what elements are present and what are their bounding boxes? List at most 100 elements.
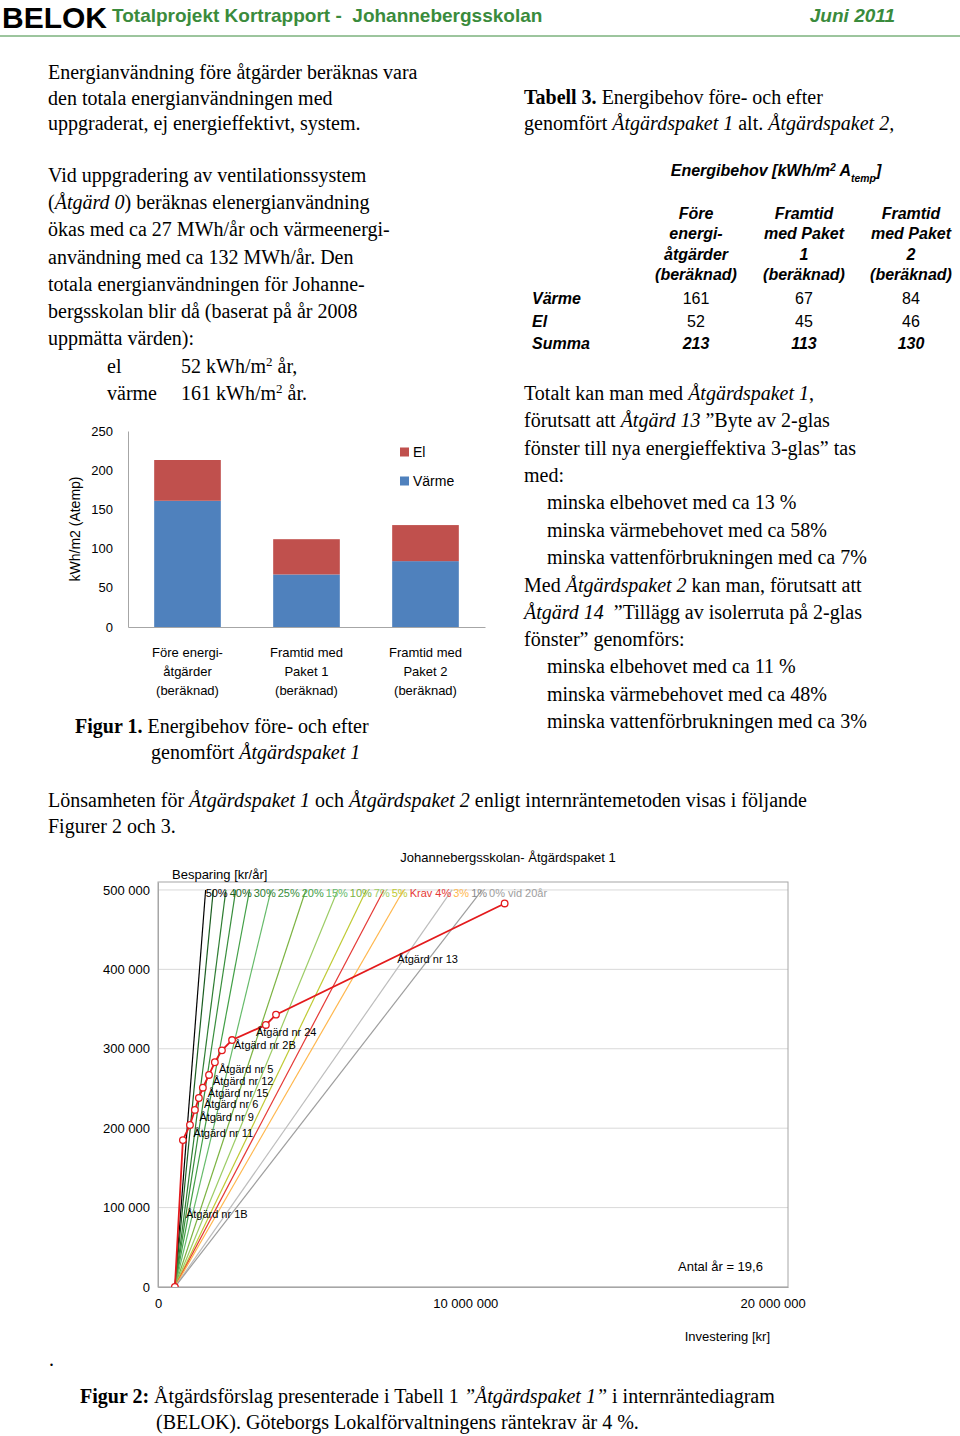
- text-run: Åtgärdspaket 1: [686, 382, 809, 405]
- text-run: Åtgärd 13: [619, 409, 701, 432]
- energy-label: el: [107, 355, 122, 377]
- legend-label: El: [413, 444, 425, 460]
- text-run: Tabell 3.: [524, 86, 597, 108]
- tick-label-line: (beräknad): [275, 683, 338, 698]
- tick-label: 0: [155, 1296, 162, 1311]
- tick: 300 000: [103, 1041, 158, 1056]
- table-column-header: Framtid: [882, 205, 942, 222]
- marker: [219, 1047, 226, 1054]
- tick: 100: [91, 541, 128, 556]
- rate-label: 7%: [374, 887, 390, 899]
- tick: 0: [106, 620, 128, 635]
- rate-label: 40%: [230, 887, 252, 899]
- paragraph-line: Totalt kan man med Åtgärdspaket 1,: [524, 382, 814, 405]
- tick-label: 500 000: [103, 883, 150, 898]
- tick-label: 0: [106, 620, 113, 635]
- text-run: bergsskolan blir då (baserat på år 2008: [48, 300, 358, 323]
- text-run: 161 kWh/m: [181, 382, 276, 404]
- text-run: Lönsamheten för: [48, 789, 189, 811]
- text-run: alt.: [733, 112, 768, 134]
- tick-label: 0: [143, 1280, 150, 1295]
- y-axis: 050100150200250: [91, 424, 128, 635]
- tick-label: 150: [91, 502, 113, 517]
- y-axis-title: Besparing [kr/år]: [172, 867, 267, 882]
- text-run: ,: [809, 382, 814, 404]
- rate-line: [175, 890, 366, 1287]
- chart-texts: 50%40%30%25%20%15%10%7%5%Krav 4%3%1%0% v…: [172, 850, 770, 1344]
- marker: [192, 1107, 199, 1114]
- marker: [196, 1095, 203, 1102]
- tick-label: Framtid medPaket 1(beräknad): [270, 645, 343, 698]
- text-run: fönster till nya energieffektiva 3-glas”…: [524, 437, 856, 460]
- point-label: Åtgärd nr 6: [204, 1098, 258, 1110]
- list-item: minska elbehovet med ca 11 %: [547, 655, 796, 677]
- point-label: Åtgärd nr 24: [256, 1026, 317, 1038]
- y-axis-title: kWh/m2 (Atemp): [67, 476, 83, 581]
- tick: Framtid medPaket 1(beräknad): [270, 627, 343, 698]
- table-cell: 67: [795, 290, 813, 307]
- tick: 150: [91, 502, 128, 517]
- table-column-header: (beräknad): [763, 266, 845, 283]
- table-cell: 113: [791, 335, 817, 352]
- tick: 200: [91, 463, 128, 478]
- list-item: minska värmebehovet med ca 58%: [547, 519, 827, 541]
- paragraph-line: Vid uppgradering av ventilationssystem: [48, 164, 367, 187]
- rate-label: 1%: [471, 887, 487, 899]
- plot-marks: [172, 890, 508, 1287]
- tick: 400 000: [103, 962, 158, 977]
- text-run: och: [310, 789, 349, 811]
- rate-label: 5%: [392, 887, 408, 899]
- paragraph-line: fönster till nya energieffektiva 3-glas”…: [524, 437, 856, 460]
- paragraph-line: förutsatt att Åtgärd 13 ”Byte av 2-glas: [524, 409, 830, 432]
- paragraph-line: användning med ca 132 MWh/år. Den: [48, 246, 353, 269]
- paragraph-line: (Åtgärd 0) beräknas elenergianvändning: [48, 191, 370, 214]
- text-run: enligt internräntemetoden visas i följan…: [470, 789, 807, 812]
- text-run: användning med ca 132 MWh/år. Den: [48, 246, 353, 269]
- text-run: Figur 1.: [75, 715, 142, 738]
- stray-mark: .: [49, 1348, 54, 1370]
- tick-label-line: Paket 2: [403, 664, 447, 679]
- table-cell: 213: [682, 335, 710, 352]
- point-label: Åtgärd nr 2B: [234, 1039, 296, 1051]
- page: BELOKTotalprojekt Kortrapport - Johanneb…: [0, 0, 960, 1436]
- marker: [180, 1137, 187, 1144]
- rate-line: [175, 890, 482, 1287]
- table-cell: 52: [687, 313, 705, 330]
- rate-label: 30%: [254, 887, 276, 899]
- text-run: med:: [524, 464, 564, 486]
- tick: 500 000: [103, 883, 158, 898]
- legend-swatch: [400, 477, 409, 486]
- table-cell: 130: [898, 335, 925, 352]
- marker: [212, 1059, 219, 1066]
- tick-label-line: Paket 1: [284, 664, 328, 679]
- text-run: totala energianvändningen för Johanne-: [48, 273, 365, 296]
- text-run: Energibehov [kWh/m: [671, 162, 830, 179]
- text-run: Figur 2:: [80, 1385, 149, 1408]
- list-item: minska värmebehovet med ca 48%: [547, 683, 827, 705]
- line-chart: 50%40%30%25%20%15%10%7%5%Krav 4%3%1%0% v…: [103, 850, 806, 1344]
- tick: Före energi-åtgärder(beräknad): [152, 627, 223, 698]
- x-axis-title: Investering [kr]: [685, 1329, 770, 1344]
- x-axis: 010 000 00020 000 000: [155, 1287, 806, 1311]
- text-run: temp: [851, 173, 876, 184]
- energy-value: 161 kWh/m2 år.: [181, 381, 307, 405]
- table: Energibehov [kWh/m2 Atemp]Föreenergi-åtg…: [532, 162, 952, 353]
- caption-line: Figur 1. Energibehov före- och efter: [75, 715, 369, 738]
- paragraph-line: totala energianvändningen för Johanne-: [48, 273, 365, 296]
- header-title: Totalprojekt Kortrapport - Johannebergss…: [112, 5, 542, 26]
- rate-line: [175, 890, 271, 1287]
- table-column-header: med Paket: [764, 225, 845, 242]
- tick: 0: [155, 1287, 162, 1311]
- text-run: Åtgärd 14: [522, 601, 604, 624]
- rate-label: 50%: [206, 887, 228, 899]
- tick: 10 000 000: [433, 1287, 498, 1311]
- text-run: Åtgärdspaket 1: [237, 741, 360, 764]
- tick: 0: [143, 1280, 158, 1295]
- table-cell: 161: [683, 290, 710, 307]
- text-run: uppgraderat, ej energieffektivt, system.: [48, 112, 361, 135]
- table-column-header: med Paket: [871, 225, 952, 242]
- text-run: den totala energianvändningen med: [48, 87, 333, 110]
- tick: Framtid medPaket 2(beräknad): [389, 627, 462, 698]
- caption-line: Figur 2: Åtgärdsförslag presenterade i T…: [80, 1385, 775, 1408]
- point-label: Åtgärd nr 1B: [186, 1208, 248, 1220]
